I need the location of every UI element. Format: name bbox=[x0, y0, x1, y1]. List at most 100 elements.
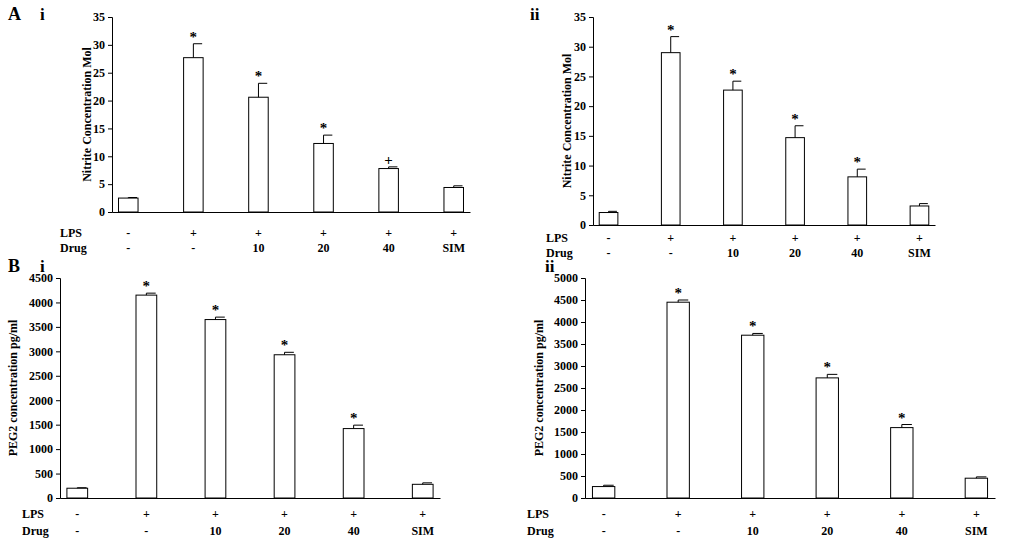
error-bar bbox=[193, 44, 202, 58]
condition-label: + bbox=[450, 226, 457, 240]
error-bar bbox=[857, 169, 865, 177]
y-tick-label: 2000 bbox=[554, 403, 578, 417]
bar bbox=[965, 478, 987, 498]
y-tick-mark bbox=[108, 45, 112, 46]
condition-label: + bbox=[385, 226, 392, 240]
y-tick: 1500 bbox=[554, 425, 585, 439]
y-tick: 3000 bbox=[29, 345, 60, 359]
y-tick: 5000 bbox=[554, 271, 585, 285]
y-tick-label: 3000 bbox=[29, 345, 53, 359]
y-tick-label: 2000 bbox=[29, 394, 53, 408]
error-stem bbox=[670, 37, 671, 53]
significance-marker: * bbox=[791, 111, 799, 127]
error-bar bbox=[604, 485, 614, 486]
condition-row-label: LPS bbox=[546, 231, 568, 245]
y-tick-mark bbox=[589, 17, 593, 18]
condition-label: + bbox=[792, 231, 799, 245]
y-tick: 0 bbox=[47, 491, 60, 505]
y-tick-mark bbox=[589, 195, 593, 196]
y-tick-mark bbox=[589, 47, 593, 48]
y-tick: 0 bbox=[572, 491, 585, 505]
condition-label: 10 bbox=[747, 524, 759, 538]
y-tick-label: 35 bbox=[93, 10, 105, 24]
condition-label: SIM bbox=[411, 524, 434, 538]
y-axis-line bbox=[581, 279, 586, 499]
condition-label: 20 bbox=[821, 524, 833, 538]
y-tick-mark bbox=[56, 278, 60, 279]
y-tick-label: 1000 bbox=[29, 442, 53, 456]
error-bar bbox=[423, 483, 432, 484]
bar bbox=[314, 143, 334, 212]
error-cap bbox=[609, 211, 617, 212]
condition-label: - bbox=[144, 524, 148, 538]
error-bar bbox=[795, 126, 803, 138]
error-bar bbox=[128, 197, 137, 199]
x-axis-line bbox=[61, 498, 441, 499]
y-tick-mark bbox=[581, 498, 585, 499]
condition-label: - bbox=[126, 226, 130, 240]
y-axis: 05101520253035 bbox=[574, 10, 594, 232]
error-bar bbox=[919, 204, 927, 206]
y-tick-mark bbox=[581, 366, 585, 367]
bar bbox=[661, 53, 680, 225]
y-axis: 0500100015002000250030003500400045005000 bbox=[554, 271, 586, 505]
y-axis-title: Nitrite Concentration Mol bbox=[560, 53, 574, 188]
bar bbox=[205, 320, 226, 498]
bar bbox=[249, 97, 269, 212]
condition-label: SIM bbox=[908, 246, 931, 260]
bar bbox=[274, 355, 295, 498]
y-tick-mark bbox=[589, 136, 593, 137]
y-tick: 1000 bbox=[554, 447, 585, 461]
y-tick-mark bbox=[56, 498, 60, 499]
error-bar bbox=[258, 83, 267, 97]
significance-marker: * bbox=[212, 302, 220, 318]
significance-marker: + bbox=[384, 152, 393, 168]
error-stem bbox=[732, 81, 733, 90]
y-tick: 4000 bbox=[554, 315, 585, 329]
y-tick-label: 500 bbox=[35, 467, 53, 481]
subpanel-label: ii bbox=[530, 5, 540, 24]
bar bbox=[184, 58, 204, 212]
bar bbox=[67, 488, 88, 498]
y-tick-label: 5000 bbox=[554, 271, 578, 285]
condition-label: + bbox=[667, 231, 674, 245]
y-tick: 500 bbox=[35, 467, 60, 481]
condition-label: - bbox=[607, 231, 611, 245]
y-tick-mark bbox=[56, 400, 60, 401]
y-tick-mark bbox=[589, 225, 593, 226]
y-tick-mark bbox=[581, 344, 585, 345]
panel: ****050010001500200025003000350040004500… bbox=[527, 257, 996, 538]
y-tick: 35 bbox=[93, 10, 112, 24]
bars bbox=[119, 44, 464, 212]
y-tick-label: 500 bbox=[560, 469, 578, 483]
bar bbox=[667, 302, 689, 498]
bar bbox=[136, 295, 157, 498]
bar bbox=[343, 429, 364, 498]
y-tick-mark bbox=[581, 388, 585, 389]
condition-label: - bbox=[669, 246, 673, 260]
y-tick: 3000 bbox=[554, 359, 585, 373]
y-tick: 15 bbox=[93, 122, 112, 136]
panel-label: A bbox=[8, 4, 21, 24]
y-tick-mark bbox=[56, 327, 60, 328]
y-tick: 10 bbox=[574, 159, 593, 173]
y-tick-mark bbox=[56, 302, 60, 303]
y-tick-label: 0 bbox=[572, 491, 578, 505]
error-stem bbox=[323, 135, 324, 143]
y-axis-line bbox=[589, 18, 594, 226]
condition-label: 40 bbox=[348, 524, 360, 538]
y-tick: 2000 bbox=[29, 394, 60, 408]
condition-label: + bbox=[143, 507, 150, 521]
y-tick-mark bbox=[108, 128, 112, 129]
x-axis-line bbox=[594, 225, 936, 226]
error-stem bbox=[258, 83, 259, 97]
bar bbox=[379, 169, 399, 212]
error-cap bbox=[77, 487, 86, 488]
x-axis-line bbox=[113, 212, 471, 213]
bar bbox=[412, 484, 433, 498]
y-tick-mark bbox=[108, 101, 112, 102]
y-axis-line bbox=[108, 18, 113, 213]
condition-label: - bbox=[126, 241, 130, 255]
y-tick: 0 bbox=[580, 218, 593, 232]
y-tick: 25 bbox=[574, 70, 593, 84]
